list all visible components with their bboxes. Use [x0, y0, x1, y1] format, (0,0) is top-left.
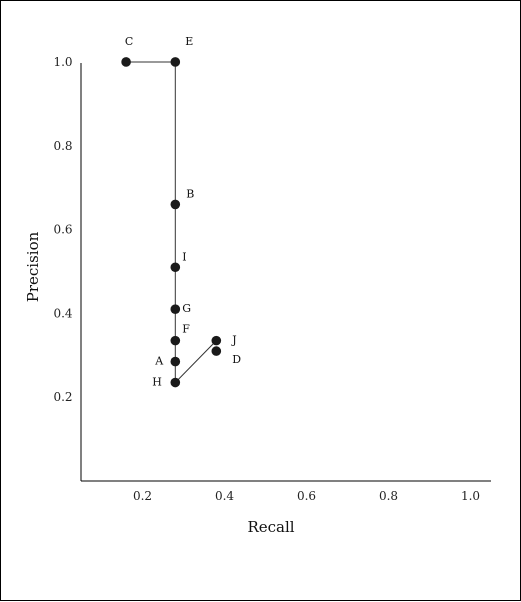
- point-label-a: A: [154, 355, 164, 368]
- data-point-i: [170, 262, 181, 273]
- x-tick-label: 0.8: [379, 489, 398, 503]
- x-tick-labels: 0.2 0.4 0.6 0.8 1.0: [133, 489, 480, 503]
- connection-line-h-j: [174, 340, 217, 383]
- y-axis-title: Precision: [24, 231, 42, 302]
- axes: [80, 63, 491, 482]
- data-point-h: [170, 377, 181, 388]
- connection-lines: [126, 61, 217, 383]
- y-tick-label: 0.2: [53, 390, 72, 404]
- y-tick-label: 1.0: [53, 55, 72, 69]
- y-tick-label: 0.6: [53, 223, 72, 237]
- point-label-b: B: [186, 187, 194, 200]
- point-label-h: H: [152, 376, 162, 389]
- x-tick-label: 0.6: [297, 489, 316, 503]
- point-label-f: F: [182, 323, 190, 336]
- data-point-c: [121, 57, 131, 67]
- data-points: [121, 57, 222, 388]
- data-point-g: [170, 304, 181, 314]
- data-point-j: [211, 335, 222, 346]
- y-tick-label: 0.4: [53, 306, 72, 320]
- point-labels: C E B I GF AH JD: [125, 35, 241, 389]
- data-point-b: [170, 199, 181, 210]
- point-label-d: D: [232, 353, 241, 366]
- point-label-i: I: [182, 250, 186, 263]
- x-tick-label: 1.0: [461, 489, 480, 503]
- y-tick-label: 0.8: [53, 139, 72, 153]
- point-label-g: G: [182, 302, 191, 315]
- x-axis-title: Recall: [247, 518, 294, 536]
- x-tick-label: 0.4: [215, 489, 234, 503]
- data-point-e: [170, 57, 181, 67]
- point-label-e: E: [185, 35, 193, 48]
- point-label-c: C: [125, 35, 133, 48]
- x-tick-label: 0.2: [133, 489, 152, 503]
- data-point-f: [170, 335, 181, 346]
- data-point-a: [170, 356, 181, 367]
- data-point-d: [211, 346, 222, 356]
- point-label-j: J: [231, 334, 236, 347]
- y-tick-labels: 0.2 0.4 0.6 0.8 1.0: [53, 55, 72, 404]
